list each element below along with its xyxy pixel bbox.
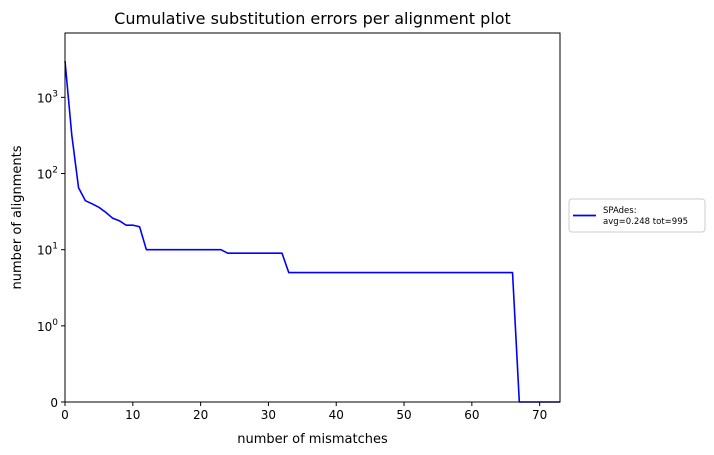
- legend-box: [568, 198, 706, 233]
- x-axis-label: number of mismatches: [237, 432, 388, 447]
- x-tick-label: 20: [193, 408, 208, 422]
- plot-frame: [64, 32, 561, 403]
- legend: SPAdes: avg=0.248 tot=995: [568, 198, 706, 233]
- y-tick-label: 101: [37, 242, 58, 258]
- legend-label-line1: SPAdes:: [603, 206, 637, 216]
- y-axis-label: number of alignments: [10, 145, 25, 289]
- x-tick-label: 60: [464, 408, 479, 422]
- chart-title: Cumulative substitution errors per align…: [114, 9, 511, 28]
- legend-label-line2: avg=0.248 tot=995: [603, 217, 688, 227]
- plot-area: [64, 60, 560, 403]
- y-tick-label: 103: [37, 89, 58, 105]
- x-tick-label: 40: [329, 408, 344, 422]
- y-axis: 0 100 101 102 103: [37, 89, 65, 410]
- x-tick-label: 50: [396, 408, 411, 422]
- y-tick-label: 0: [50, 396, 58, 410]
- series-line: [64, 60, 560, 403]
- x-axis: 0 10 20 30 40 50 60 70: [61, 402, 547, 422]
- y-tick-label: 102: [37, 166, 58, 182]
- x-tick-label: 30: [261, 408, 276, 422]
- x-tick-label: 10: [125, 408, 140, 422]
- x-tick-label: 70: [532, 408, 547, 422]
- y-tick-label: 100: [37, 318, 58, 334]
- x-tick-label: 0: [61, 408, 69, 422]
